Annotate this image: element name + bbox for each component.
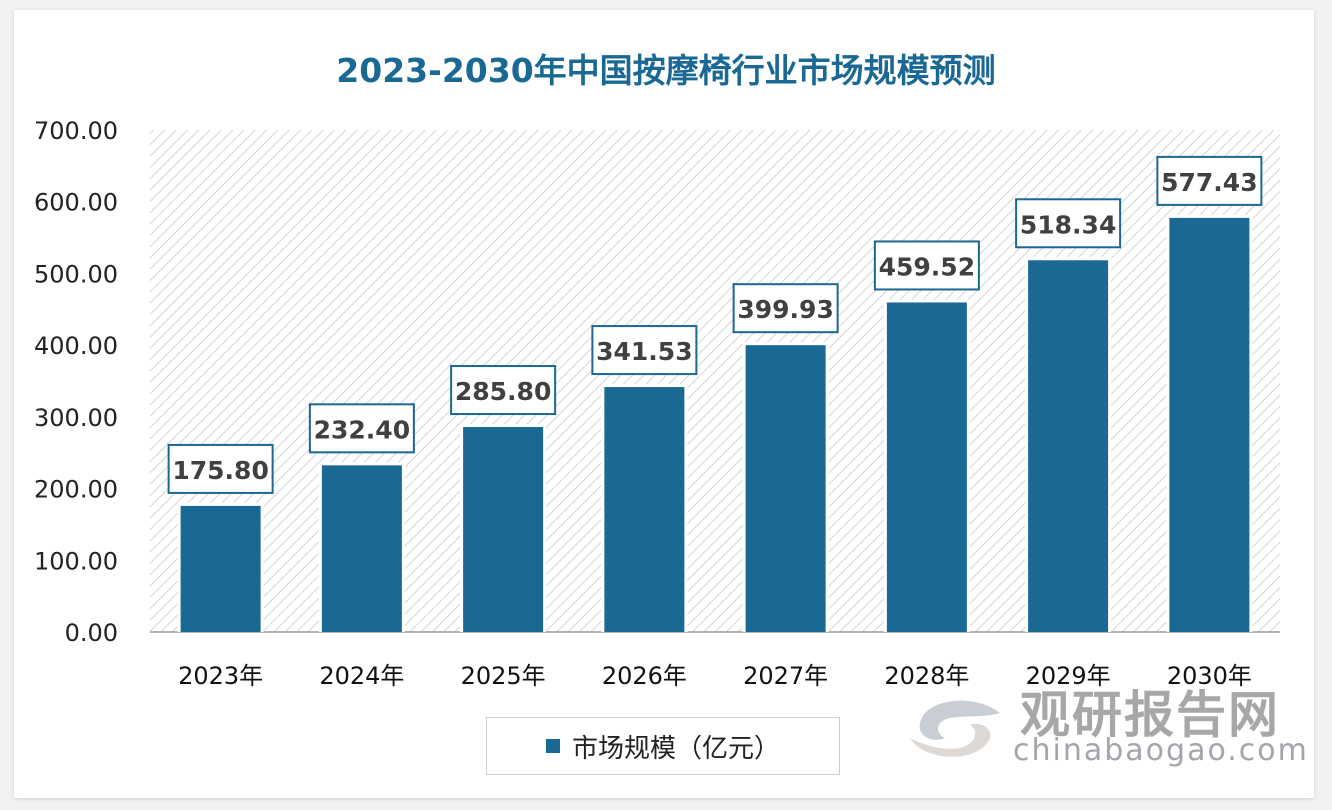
x-tick-label: 2027年 <box>743 662 828 690</box>
watermark-en: chinabaogao.com <box>1013 733 1309 768</box>
data-label: 577.43 <box>1161 168 1257 197</box>
legend-label: 市场规模（亿元） <box>571 733 780 764</box>
y-tick-label: 100.00 <box>34 547 118 575</box>
data-label: 285.80 <box>455 377 551 406</box>
data-label: 459.52 <box>879 252 975 281</box>
data-label-box <box>308 403 415 454</box>
legend-swatch <box>545 739 560 753</box>
watermark-cn: 观研报告网 <box>1020 686 1280 744</box>
x-tick-label: 2025年 <box>461 662 546 690</box>
x-tick-label: 2024年 <box>319 662 404 690</box>
bar <box>604 387 685 632</box>
data-label: 399.93 <box>737 295 833 324</box>
data-label-box <box>873 240 980 291</box>
y-tick-label: 0.00 <box>65 619 118 647</box>
y-tick-label: 200.00 <box>34 476 118 504</box>
bar <box>321 465 402 632</box>
y-tick-label: 300.00 <box>34 404 118 432</box>
y-tick-label: 500.00 <box>34 260 118 288</box>
bar <box>180 505 261 632</box>
bar <box>1169 217 1250 632</box>
y-tick-label: 700.00 <box>34 117 118 145</box>
x-tick-label: 2028年 <box>884 662 969 690</box>
watermark-logo: 观研报告网 chinabaogao.com <box>905 675 1307 775</box>
y-tick-label: 600.00 <box>34 189 118 217</box>
data-label-box <box>450 365 557 416</box>
bar <box>1028 260 1109 632</box>
watermark-swirl-icon <box>910 700 1000 757</box>
x-tick-label: 2026年 <box>602 662 687 690</box>
y-tick-label: 400.00 <box>34 332 118 360</box>
data-label: 175.80 <box>172 456 268 485</box>
data-label-box <box>732 283 839 334</box>
data-label-box <box>1156 155 1263 206</box>
legend: 市场规模（亿元） <box>486 717 840 775</box>
bar <box>463 427 544 632</box>
data-label: 232.40 <box>314 415 410 444</box>
bar <box>745 345 826 632</box>
data-label: 518.34 <box>1020 210 1116 239</box>
data-label-box <box>167 443 274 494</box>
data-label: 341.53 <box>596 337 692 366</box>
data-label-box <box>591 325 698 376</box>
bar <box>886 302 967 632</box>
x-tick-label: 2029年 <box>1026 662 1111 690</box>
x-tick-label: 2023年 <box>178 662 263 690</box>
data-label-box <box>1015 198 1122 249</box>
chart-title: 2023-2030年中国按摩椅行业市场规模预测 <box>336 51 996 90</box>
x-tick-label: 2030年 <box>1167 662 1252 690</box>
